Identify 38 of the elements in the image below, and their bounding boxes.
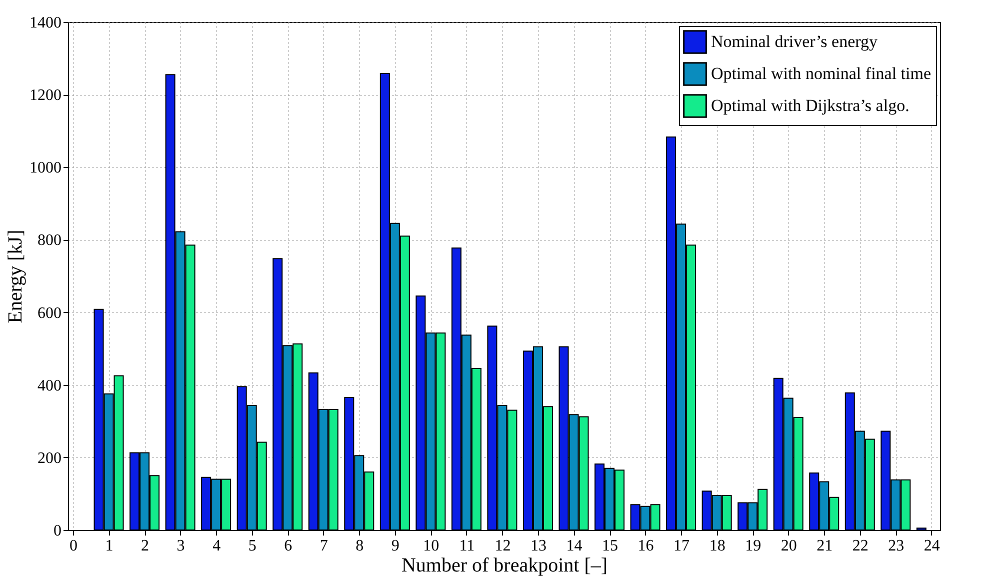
x-tick-label: 20	[780, 538, 797, 554]
x-tick-label: 12	[494, 538, 511, 554]
y-tick-label: 1200	[30, 87, 62, 104]
y-tick-label: 1000	[30, 160, 62, 177]
x-tick-label: 6	[284, 538, 292, 554]
legend-label: Optimal with Dijkstra’s algo.	[711, 96, 910, 115]
y-tick-label: 0	[54, 522, 62, 540]
x-tick-label: 14	[566, 538, 582, 554]
x-tick-label: 24	[924, 538, 940, 554]
y-tick-label: 1400	[30, 14, 62, 32]
x-tick-label: 7	[320, 538, 328, 554]
x-tick-label: 8	[356, 538, 364, 554]
y-tick-label: 200	[38, 450, 62, 467]
x-tick-label: 5	[248, 538, 256, 554]
x-tick-label: 22	[852, 538, 868, 554]
x-tick-label: 10	[423, 538, 440, 554]
x-tick-label: 23	[888, 538, 904, 554]
x-tick-label: 18	[709, 538, 726, 554]
legend-label: Nominal driver’s energy	[711, 32, 878, 51]
x-tick-label: 2	[141, 538, 150, 554]
y-tick-label: 800	[38, 232, 62, 250]
x-tick-label: 19	[745, 538, 762, 554]
x-tick-label: 15	[602, 538, 618, 554]
x-tick-label: 9	[391, 538, 400, 554]
x-tick-label: 17	[674, 538, 690, 554]
x-tick-label: 0	[70, 538, 78, 554]
y-axis-title: Energy [kJ]	[4, 230, 26, 324]
legend-label: Optimal with nominal final time	[711, 64, 932, 83]
x-axis-title: Number of breakpoint [–]	[401, 554, 608, 576]
x-tick-label: 13	[530, 538, 546, 554]
x-tick-label: 16	[638, 538, 654, 554]
y-tick-label: 400	[38, 377, 62, 394]
x-tick-label: 11	[459, 538, 475, 554]
x-tick-label: 3	[176, 538, 185, 554]
y-tick-label: 600	[38, 304, 62, 322]
x-tick-label: 4	[212, 538, 221, 554]
x-tick-label: 21	[816, 538, 833, 554]
x-tick-label: 1	[105, 538, 114, 554]
